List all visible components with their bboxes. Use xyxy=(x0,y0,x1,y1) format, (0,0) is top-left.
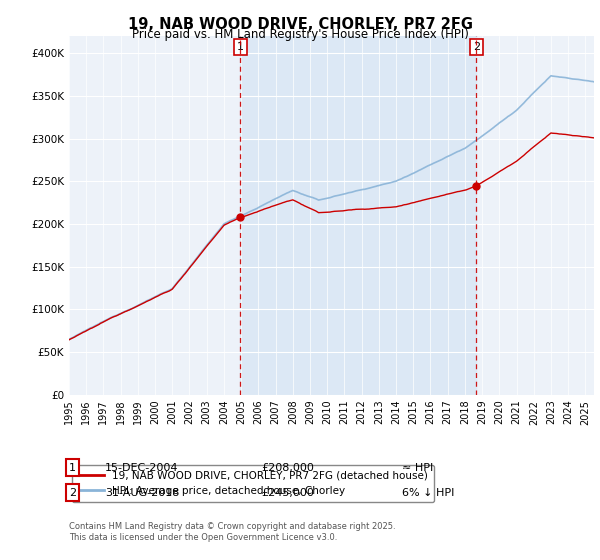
Text: £245,000: £245,000 xyxy=(261,488,314,498)
Legend: 19, NAB WOOD DRIVE, CHORLEY, PR7 2FG (detached house), HPI: Average price, detac: 19, NAB WOOD DRIVE, CHORLEY, PR7 2FG (de… xyxy=(71,465,434,502)
Text: 1: 1 xyxy=(237,42,244,52)
Text: ≈ HPI: ≈ HPI xyxy=(402,463,433,473)
Text: 2: 2 xyxy=(69,488,76,498)
Text: £208,000: £208,000 xyxy=(261,463,314,473)
Text: 1: 1 xyxy=(69,463,76,473)
Text: 6% ↓ HPI: 6% ↓ HPI xyxy=(402,488,454,498)
Text: 19, NAB WOOD DRIVE, CHORLEY, PR7 2FG: 19, NAB WOOD DRIVE, CHORLEY, PR7 2FG xyxy=(128,17,473,32)
Text: This data is licensed under the Open Government Licence v3.0.: This data is licensed under the Open Gov… xyxy=(69,533,337,542)
Bar xyxy=(241,36,476,395)
Text: Price paid vs. HM Land Registry's House Price Index (HPI): Price paid vs. HM Land Registry's House … xyxy=(131,28,469,41)
Text: Contains HM Land Registry data © Crown copyright and database right 2025.: Contains HM Land Registry data © Crown c… xyxy=(69,522,395,531)
Text: 31-AUG-2018: 31-AUG-2018 xyxy=(105,488,179,498)
Text: 15-DEC-2004: 15-DEC-2004 xyxy=(105,463,179,473)
Text: 2: 2 xyxy=(473,42,480,52)
